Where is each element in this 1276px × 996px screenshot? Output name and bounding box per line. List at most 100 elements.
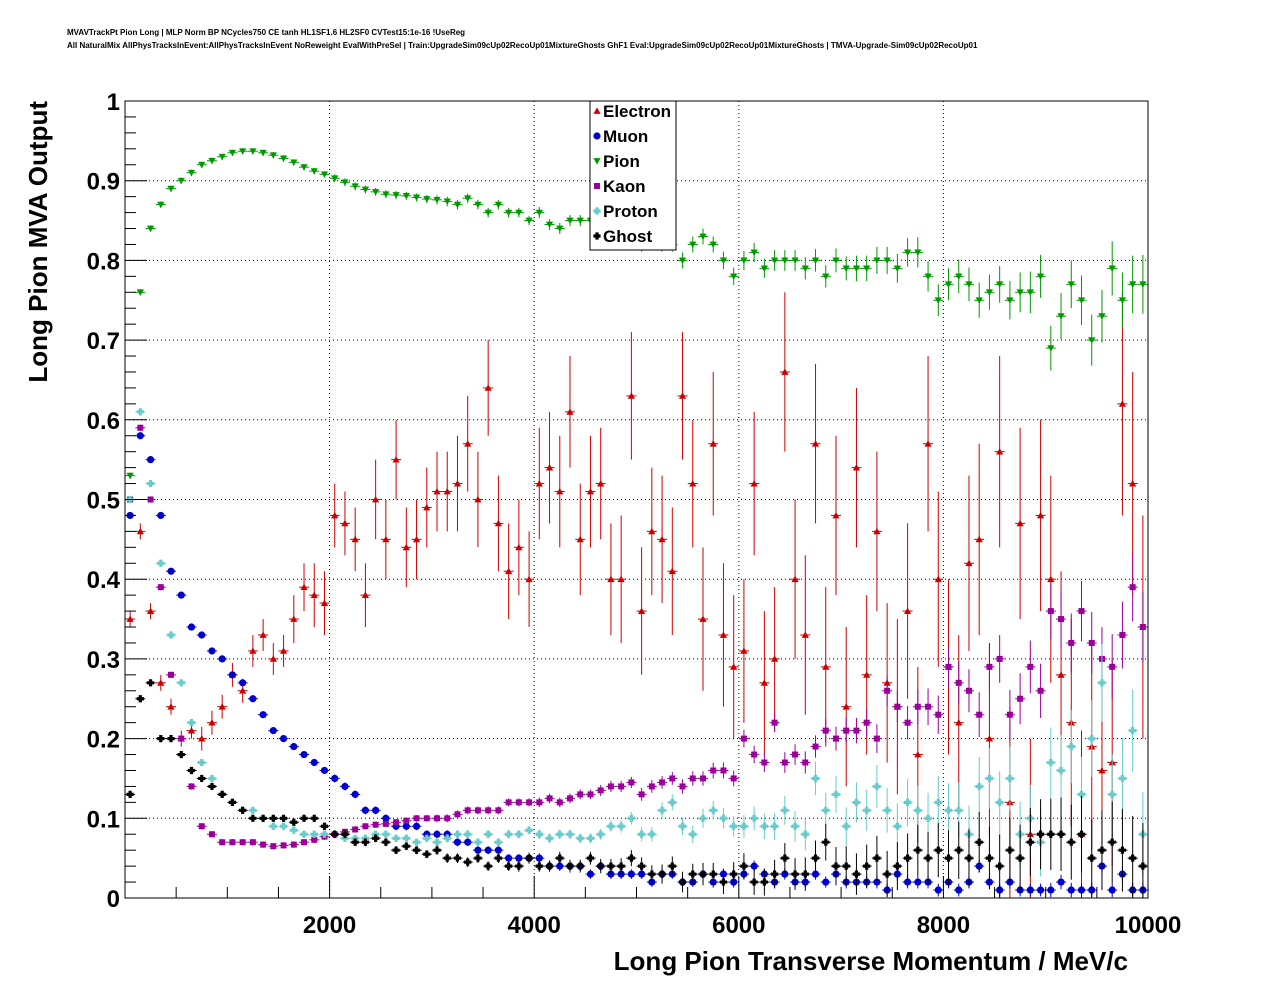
data-point-electron	[1057, 671, 1065, 678]
data-point-kaon	[904, 719, 911, 726]
data-point-kaon	[812, 743, 819, 750]
data-point-electron	[832, 511, 840, 519]
data-point-ghost	[903, 854, 912, 862]
data-point-kaon	[577, 791, 584, 798]
data-point-proton	[1047, 758, 1055, 767]
data-point-proton	[985, 774, 994, 783]
data-point-kaon	[689, 775, 696, 782]
data-point-proton	[955, 806, 963, 814]
data-point-kaon	[249, 839, 256, 846]
data-point-ghost	[709, 870, 717, 878]
data-point-ghost	[372, 834, 380, 842]
data-point-kaon	[761, 759, 768, 766]
data-point-proton	[433, 838, 441, 846]
data-point-electron	[781, 368, 789, 375]
data-point-pion	[699, 233, 707, 241]
data-point-proton	[402, 834, 410, 842]
data-point-ghost	[1016, 854, 1024, 862]
data-point-proton	[443, 834, 451, 842]
data-point-electron	[545, 464, 554, 471]
data-point-pion	[760, 265, 768, 272]
data-point-pion	[474, 201, 482, 209]
data-point-pion	[730, 273, 738, 280]
data-point-proton	[903, 798, 912, 806]
data-point-ghost	[975, 838, 983, 846]
data-point-pion	[975, 297, 983, 304]
data-point-muon	[187, 623, 196, 631]
data-point-ghost	[239, 806, 247, 814]
data-point-electron	[392, 456, 400, 463]
data-point-muon	[535, 854, 543, 862]
data-point-electron	[515, 543, 523, 551]
data-point-pion	[965, 281, 973, 288]
data-point-electron	[259, 631, 267, 638]
data-point-muon	[484, 846, 492, 854]
data-point-electron	[290, 615, 298, 622]
data-point-pion	[750, 249, 758, 257]
data-point-ghost	[955, 846, 963, 854]
data-point-pion	[1077, 297, 1086, 304]
data-point-proton	[1118, 774, 1127, 783]
data-point-proton	[1108, 790, 1116, 798]
data-point-pion	[464, 195, 472, 202]
data-point-proton	[586, 834, 595, 842]
data-point-proton	[1067, 742, 1075, 751]
data-point-kaon	[628, 779, 635, 786]
data-point-ghost	[453, 854, 462, 862]
data-point-kaon	[362, 823, 369, 830]
data-point-muon	[586, 870, 595, 878]
data-point-kaon	[751, 751, 758, 758]
data-point-pion	[351, 183, 359, 190]
data-point-ghost	[996, 862, 1004, 870]
data-point-pion	[249, 148, 257, 155]
data-point-electron	[187, 727, 196, 734]
data-point-proton	[208, 774, 216, 783]
data-point-electron	[617, 575, 625, 583]
data-point-muon	[361, 806, 370, 814]
data-point-proton	[944, 806, 953, 814]
data-point-electron	[607, 575, 615, 583]
y-tick-label: 0.5	[87, 488, 120, 515]
data-point-proton	[852, 798, 861, 806]
data-point-muon	[279, 735, 288, 743]
data-point-proton	[535, 830, 543, 838]
y-tick-label: 0.6	[87, 408, 120, 435]
data-point-muon	[351, 790, 359, 798]
data-point-proton	[658, 806, 666, 814]
data-point-pion	[955, 273, 963, 280]
y-tick-label: 0.4	[87, 567, 121, 594]
data-point-kaon	[485, 807, 492, 814]
data-point-kaon	[208, 831, 215, 838]
data-point-ghost	[934, 846, 942, 854]
data-point-ghost	[351, 838, 359, 846]
data-point-ghost	[535, 862, 543, 870]
data-point-proton	[187, 719, 196, 727]
data-point-electron	[412, 535, 421, 543]
data-point-proton	[412, 838, 421, 846]
legend-label-kaon: Kaon	[603, 177, 646, 196]
data-point-proton	[771, 822, 779, 830]
data-point-muon	[556, 862, 564, 870]
data-point-ghost	[1067, 838, 1075, 846]
data-point-electron	[126, 615, 134, 622]
data-point-kaon	[526, 799, 533, 806]
data-point-electron	[771, 655, 779, 662]
data-point-ghost	[781, 854, 789, 862]
data-point-pion	[239, 148, 247, 155]
data-point-pion	[269, 152, 277, 159]
data-point-kaon	[290, 841, 297, 848]
data-point-kaon	[587, 791, 594, 798]
data-point-pion	[1139, 281, 1147, 288]
data-point-electron	[474, 495, 482, 503]
series-electron	[125, 292, 1148, 898]
data-point-kaon	[679, 783, 686, 790]
data-point-kaon	[863, 719, 870, 726]
data-point-electron	[208, 719, 216, 726]
data-point-proton	[392, 834, 400, 842]
data-point-proton	[975, 782, 983, 791]
data-point-electron	[167, 703, 175, 710]
data-point-ghost	[699, 870, 707, 878]
data-point-pion	[1047, 345, 1055, 352]
data-point-kaon	[393, 819, 400, 826]
